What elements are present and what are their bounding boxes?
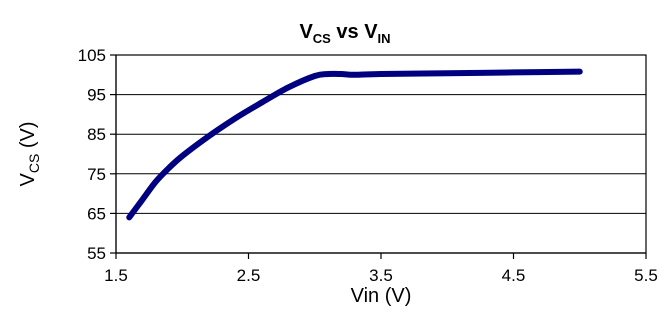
- x-tick-label-4.5: 4.5: [502, 266, 526, 285]
- y-tick-label-95: 95: [87, 86, 106, 105]
- x-tick-label-5.5: 5.5: [634, 266, 658, 285]
- y-axis-label: VCS (V): [17, 121, 42, 186]
- y-tick-label-75: 75: [87, 165, 106, 184]
- y-tick-label-65: 65: [87, 204, 106, 223]
- x-axis-ticks: 1.5 2.5 3.5 4.5 5.5: [104, 253, 658, 285]
- y-tick-label-105: 105: [78, 46, 106, 65]
- chart-title-subscript-in: IN: [378, 31, 391, 46]
- y-axis-ticks: 55 65 75 85 95 105: [78, 46, 116, 263]
- y-axis-label-main: V: [17, 173, 39, 187]
- x-axis-label: Vin (V): [351, 285, 412, 307]
- y-tick-label-55: 55: [87, 244, 106, 263]
- x-tick-label-3.5: 3.5: [369, 266, 393, 285]
- plot-area: [115, 54, 647, 254]
- chart-title-subscript-cs: CS: [313, 31, 331, 46]
- axes: [115, 55, 646, 254]
- chart-title-middle: vs V: [331, 21, 378, 43]
- y-axis-label-unit: (V): [17, 121, 39, 153]
- x-tick-label-1.5: 1.5: [104, 266, 128, 285]
- series-line-0: [126, 68, 583, 221]
- chart-title-main: V: [299, 21, 313, 43]
- y-tick-label-85: 85: [87, 125, 106, 144]
- gridlines: [116, 54, 646, 254]
- y-axis-label-subscript: CS: [26, 154, 42, 173]
- chart-title: VCS vs VIN: [299, 21, 390, 46]
- series-layer: [126, 68, 583, 221]
- x-tick-label-2.5: 2.5: [237, 266, 261, 285]
